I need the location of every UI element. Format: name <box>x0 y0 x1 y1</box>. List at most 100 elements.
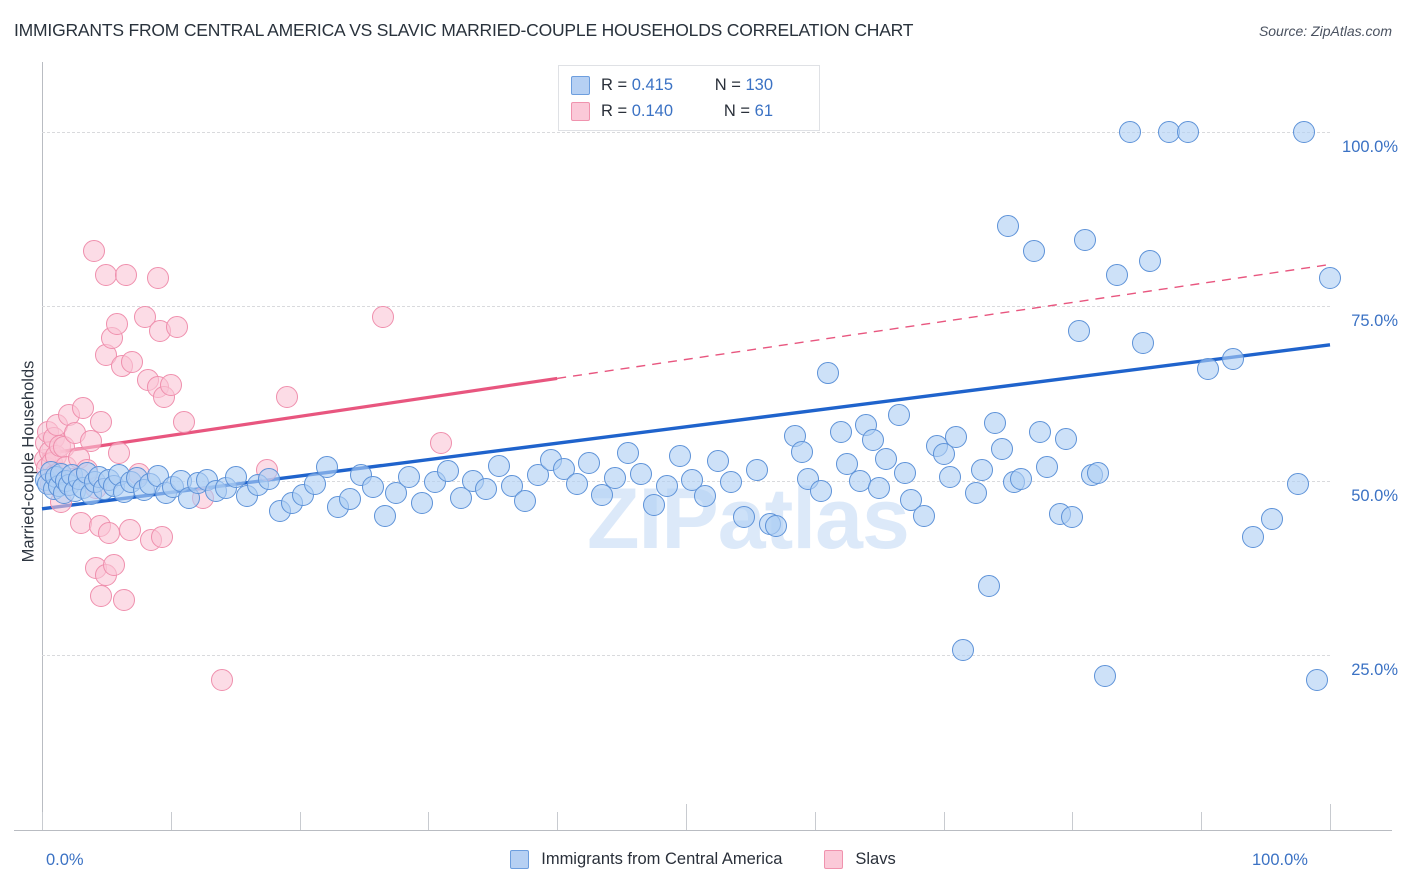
scatter-point-immigrants <box>235 484 258 507</box>
scatter-point-slavs <box>72 396 95 419</box>
scatter-point-immigrants <box>1074 229 1097 252</box>
x-tick-mark <box>814 812 816 830</box>
legend-item-blue[interactable]: Immigrants from Central America <box>510 850 782 869</box>
trend-line-dashed <box>557 263 1331 380</box>
x-tick-mark <box>557 812 559 830</box>
y-tick-label: 100.0% <box>1342 137 1398 156</box>
scatter-point-immigrants <box>887 403 910 426</box>
series-legend: Immigrants from Central America Slavs <box>0 850 1406 869</box>
scatter-point-immigrants <box>971 459 994 482</box>
scatter-point-immigrants <box>68 467 91 490</box>
scatter-point-immigrants <box>1048 502 1071 525</box>
stat-n-label: N = <box>723 101 751 120</box>
scatter-point-immigrants <box>977 574 1000 597</box>
scatter-point-slavs <box>372 305 395 328</box>
scatter-point-immigrants <box>103 474 126 497</box>
scatter-point-slavs <box>146 375 169 398</box>
scatter-point-slavs <box>150 525 173 548</box>
legend-label-pink: Slavs <box>855 850 896 868</box>
scatter-point-immigrants <box>488 454 511 477</box>
scatter-point-immigrants <box>449 486 472 509</box>
stat-n-label: N = <box>714 75 741 94</box>
legend-item-pink[interactable]: Slavs <box>824 850 896 869</box>
scatter-point-slavs <box>140 529 163 552</box>
scatter-point-immigrants <box>745 458 768 481</box>
scatter-point-slavs <box>172 410 195 433</box>
scatter-point-immigrants <box>423 471 446 494</box>
stat-n-pink: N = 61 <box>707 102 773 121</box>
stat-r-pink: R = 0.140 <box>601 102 693 121</box>
scatter-point-slavs <box>159 373 182 396</box>
scatter-point-immigrants <box>87 466 110 489</box>
scatter-point-immigrants <box>810 479 833 502</box>
scatter-point-immigrants <box>1022 239 1045 262</box>
x-tick-mark <box>170 812 172 830</box>
scatter-point-slavs <box>90 410 113 433</box>
scatter-point-slavs <box>146 267 169 290</box>
scatter-point-slavs <box>50 490 73 513</box>
scatter-point-immigrants <box>195 468 218 491</box>
x-tick-mark <box>299 812 301 830</box>
scatter-point-slavs <box>45 444 68 467</box>
scatter-point-slavs <box>79 430 102 453</box>
scatter-point-immigrants <box>373 504 396 527</box>
scatter-point-immigrants <box>1286 473 1309 496</box>
scatter-point-slavs <box>97 522 120 545</box>
trend-line <box>41 343 1331 511</box>
x-tick-mark <box>428 812 430 830</box>
scatter-point-immigrants <box>37 472 60 495</box>
scatter-point-immigrants <box>177 487 200 510</box>
x-tick-mark <box>1330 804 1331 830</box>
scatter-point-immigrants <box>951 638 974 661</box>
scatter-point-immigrants <box>315 455 338 478</box>
scatter-point-slavs <box>42 426 65 449</box>
x-tick-label: 100.0% <box>1252 851 1308 869</box>
scatter-point-immigrants <box>836 453 858 476</box>
scatter-point-immigrants <box>668 445 691 468</box>
scatter-point-immigrants <box>1106 263 1129 286</box>
scatter-point-immigrants <box>758 513 781 536</box>
trend-line-solid <box>41 376 558 456</box>
scatter-point-immigrants <box>1009 467 1032 490</box>
scatter-point-slavs <box>100 326 123 349</box>
scatter-point-immigrants <box>410 491 433 514</box>
scatter-point-immigrants <box>327 496 350 519</box>
stat-n-blue: N = 130 <box>707 76 773 95</box>
scatter-point-slavs <box>430 431 453 454</box>
scatter-point-immigrants <box>501 474 524 497</box>
stat-n-value: 61 <box>754 101 773 120</box>
scatter-point-immigrants <box>932 443 955 466</box>
scatter-point-slavs <box>46 414 69 437</box>
scatter-point-slavs <box>58 403 81 426</box>
scatter-point-immigrants <box>913 504 936 527</box>
scatter-point-slavs <box>38 440 61 463</box>
scatter-point-immigrants <box>784 424 807 447</box>
scatter-point-immigrants <box>1261 508 1284 531</box>
scatter-point-slavs <box>118 518 141 541</box>
scatter-point-slavs <box>40 473 63 496</box>
scatter-point-immigrants <box>565 473 588 496</box>
correlation-stats-legend: R = 0.415 N = 130 R = 0.140 N = 61 <box>558 65 820 131</box>
scatter-point-slavs <box>211 668 234 691</box>
gridline <box>42 306 1330 308</box>
scatter-point-immigrants <box>280 492 303 515</box>
scatter-point-immigrants <box>45 465 68 488</box>
scatter-point-slavs <box>105 312 128 335</box>
scatter-point-slavs <box>88 515 111 538</box>
scatter-point-slavs <box>166 316 189 339</box>
scatter-point-immigrants <box>1003 471 1026 494</box>
scatter-point-immigrants <box>1138 249 1161 272</box>
scatter-point-immigrants <box>436 460 459 483</box>
stats-row: R = 0.140 N = 61 <box>571 98 809 124</box>
scatter-point-immigrants <box>146 465 169 488</box>
scatter-point-immigrants <box>707 450 730 473</box>
scatter-point-immigrants <box>247 474 270 497</box>
scatter-point-immigrants <box>552 458 575 481</box>
scatter-point-immigrants <box>126 467 149 490</box>
scatter-point-immigrants <box>526 463 549 486</box>
scatter-point-slavs <box>85 557 108 580</box>
scatter-point-slavs <box>153 386 176 409</box>
watermark: ZIPatlas <box>587 471 910 567</box>
scatter-point-immigrants <box>1306 668 1329 691</box>
scatter-point-immigrants <box>1035 455 1058 478</box>
